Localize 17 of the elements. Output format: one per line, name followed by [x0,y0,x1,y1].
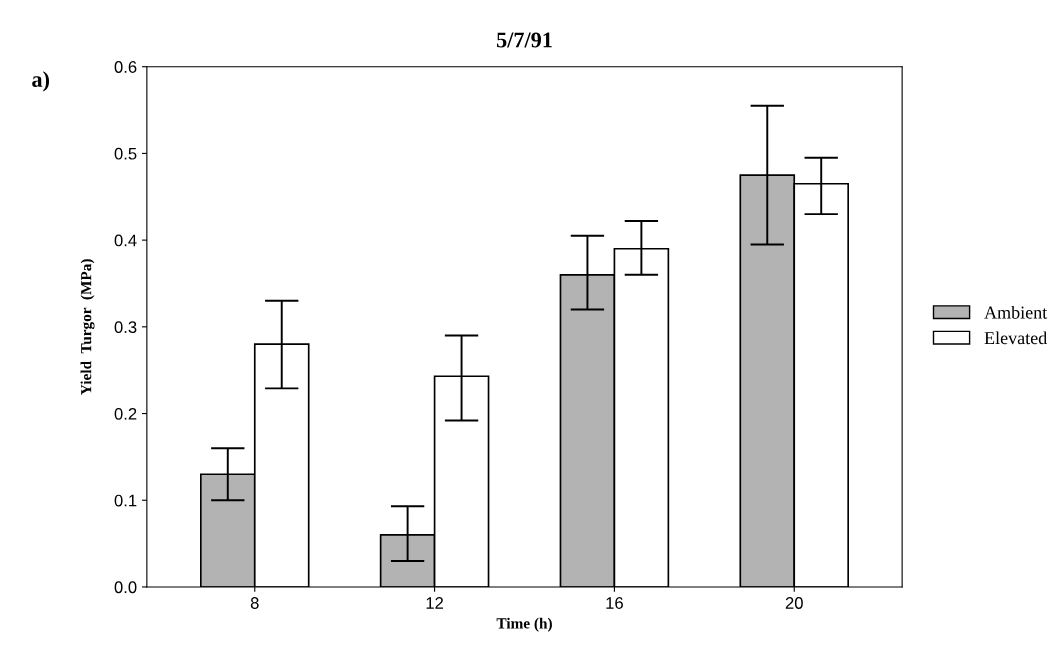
x-tick-label: 12 [426,597,444,609]
y-tick-label: 0.5 [114,147,137,160]
x-tick-label: 8 [250,597,259,609]
y-axis-title: Yield Turgor (MPa) [80,259,95,395]
x-tick-label: 20 [785,597,803,609]
y-tick-label: 0.3 [114,321,137,334]
x-axis-title: Time (h) [496,617,552,632]
text: a) [32,71,49,92]
legend-label: Ambient [984,305,1048,319]
y-tick-label: 0.4 [114,234,137,247]
y-tick-label: 0.1 [114,494,137,507]
chart-title: 5/7/91 [496,32,552,48]
y-tick-label: 0.0 [114,581,137,594]
y-tick-label: 0.6 [114,61,137,73]
y-tick-label: 0.2 [114,407,137,420]
legend-label: Elevated [984,331,1047,345]
x-tick-label: 16 [606,597,623,609]
